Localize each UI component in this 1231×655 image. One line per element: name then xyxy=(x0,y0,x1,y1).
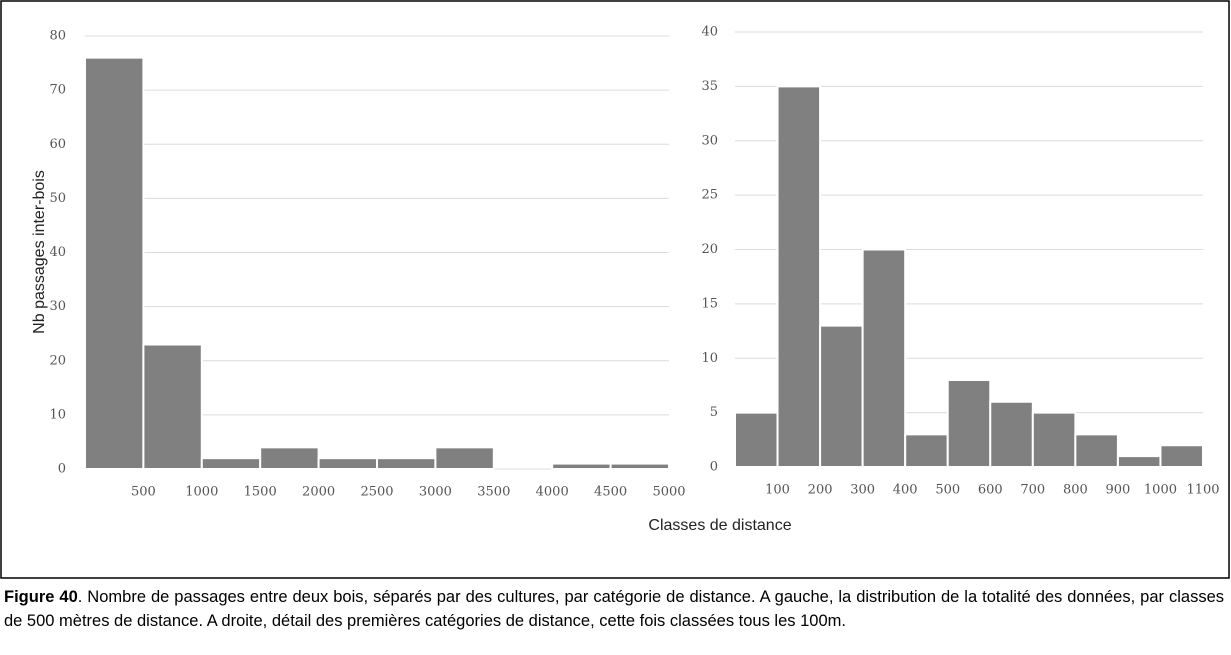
y-tick-label: 40 xyxy=(701,25,718,40)
x-tick-label: 800 xyxy=(1063,483,1088,498)
x-tick-label: 1100 xyxy=(1186,483,1219,498)
x-tick-label: 1000 xyxy=(1144,483,1177,498)
bar xyxy=(84,56,145,471)
caption-label: Figure 40 xyxy=(4,588,78,606)
y-tick-label: 35 xyxy=(701,79,718,94)
x-tick-label: 400 xyxy=(893,483,918,498)
y-tick-label: 10 xyxy=(701,351,718,366)
charts: Nb passages inter-bois Classes de distan… xyxy=(0,0,1230,579)
x-tick-label: 300 xyxy=(850,483,875,498)
bar xyxy=(317,457,379,470)
bar xyxy=(609,462,670,470)
y-axis-title: Nb passages inter-bois xyxy=(31,170,48,334)
x-tick-label: 200 xyxy=(808,483,833,498)
y-tick-label: 30 xyxy=(49,299,66,314)
x-tick-label: 3500 xyxy=(477,485,510,500)
bar xyxy=(819,324,864,468)
bar xyxy=(1159,444,1205,468)
y-tick-label: 80 xyxy=(49,29,66,44)
x-tick-label: 700 xyxy=(1020,483,1045,498)
bar xyxy=(776,85,822,468)
y-tick-label: 30 xyxy=(701,133,718,148)
x-tick-label: 3000 xyxy=(419,485,452,500)
bar xyxy=(946,379,992,468)
y-tick-label: 5 xyxy=(710,405,718,420)
x-tick-label: 2500 xyxy=(360,485,393,500)
bar xyxy=(551,462,612,470)
x-tick-label: 500 xyxy=(131,485,156,500)
frame xyxy=(0,0,1230,579)
bar xyxy=(989,400,1034,468)
x-axis-title: Classes de distance xyxy=(648,517,791,534)
bar xyxy=(1031,411,1077,468)
y-tick-label: 70 xyxy=(49,83,66,98)
y-tick-label: 20 xyxy=(701,242,718,257)
y-tick-label: 0 xyxy=(710,460,718,475)
y-tick-label: 15 xyxy=(701,296,718,311)
bar xyxy=(142,343,203,471)
x-tick-label: 1000 xyxy=(185,485,218,500)
bar xyxy=(376,457,437,470)
x-tick-label: 500 xyxy=(935,483,960,498)
y-tick-label: 0 xyxy=(58,462,66,477)
x-tick-label: 600 xyxy=(978,483,1003,498)
bar xyxy=(904,433,949,468)
bar xyxy=(259,446,320,471)
caption-text: . Nombre de passages entre deux bois, sé… xyxy=(4,588,1224,630)
y-tick-label: 40 xyxy=(49,245,66,260)
x-tick-label: 5000 xyxy=(652,485,685,500)
bar xyxy=(1074,433,1119,468)
bar xyxy=(734,411,779,468)
x-tick-label: 4000 xyxy=(536,485,569,500)
y-tick-label: 60 xyxy=(49,137,66,152)
x-tick-label: 900 xyxy=(1105,483,1130,498)
bar xyxy=(200,457,262,470)
caption: Figure 40. Nombre de passages entre deux… xyxy=(4,585,1224,633)
y-tick-label: 20 xyxy=(49,353,66,368)
bar xyxy=(1116,455,1162,468)
y-tick-label: 25 xyxy=(701,188,718,203)
y-tick-label: 10 xyxy=(49,407,66,422)
x-tick-label: 4500 xyxy=(594,485,627,500)
x-tick-label: 2000 xyxy=(302,485,335,500)
x-tick-label: 1500 xyxy=(244,485,277,500)
bar xyxy=(434,446,495,471)
y-tick-label: 50 xyxy=(49,191,66,206)
bar xyxy=(861,248,907,468)
x-tick-label: 100 xyxy=(765,483,790,498)
